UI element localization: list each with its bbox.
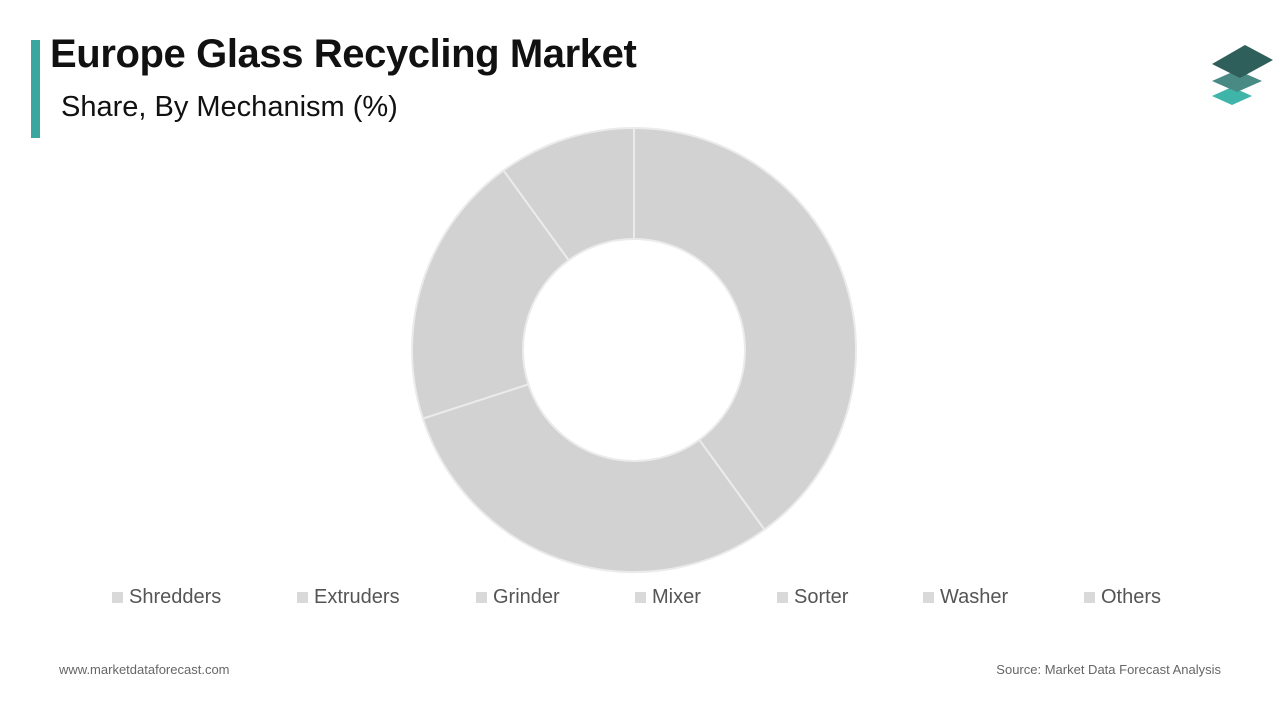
chart-title: Europe Glass Recycling Market bbox=[50, 32, 637, 76]
donut-slice-shredders bbox=[633, 126, 857, 531]
legend-label: Extruders bbox=[314, 586, 400, 608]
legend-swatch bbox=[297, 592, 308, 603]
source-note: Source: Market Data Forecast Analysis bbox=[996, 662, 1221, 677]
legend-item-sorter: Sorter bbox=[777, 586, 848, 609]
chart-legend: Shredders Extruders Grinder Mixer Sorter… bbox=[0, 586, 1280, 612]
legend-label: Grinder bbox=[493, 586, 560, 608]
legend-item-washer: Washer bbox=[923, 586, 1008, 609]
legend-label: Washer bbox=[940, 586, 1009, 608]
logo-layer-bottom bbox=[1212, 87, 1252, 105]
legend-swatch bbox=[923, 592, 934, 603]
legend-item-mixer: Mixer bbox=[635, 586, 701, 609]
legend-swatch bbox=[476, 592, 487, 603]
donut-slice-mixer bbox=[502, 126, 635, 262]
donut-slice-grinder bbox=[411, 169, 571, 420]
stacked-layers-icon bbox=[1212, 45, 1273, 105]
legend-item-grinder: Grinder bbox=[476, 586, 560, 609]
legend-swatch bbox=[1084, 592, 1095, 603]
logo-layer-middle bbox=[1212, 70, 1262, 92]
chart-subtitle: Share, By Mechanism (%) bbox=[61, 91, 398, 123]
legend-label: Shredders bbox=[129, 586, 222, 608]
legend-item-shredders: Shredders bbox=[112, 586, 221, 609]
website-link[interactable]: www.marketdataforecast.com bbox=[59, 662, 230, 677]
legend-swatch bbox=[635, 592, 646, 603]
legend-swatch bbox=[777, 592, 788, 603]
title-accent-bar bbox=[31, 40, 40, 138]
legend-item-extruders: Extruders bbox=[297, 586, 400, 609]
legend-label: Sorter bbox=[794, 586, 849, 608]
donut-slice-extruders bbox=[421, 383, 766, 573]
logo-layer-top bbox=[1212, 45, 1273, 78]
legend-swatch bbox=[112, 592, 123, 603]
legend-label: Others bbox=[1101, 586, 1162, 608]
legend-label: Mixer bbox=[652, 586, 701, 608]
legend-item-others: Others bbox=[1084, 586, 1161, 609]
